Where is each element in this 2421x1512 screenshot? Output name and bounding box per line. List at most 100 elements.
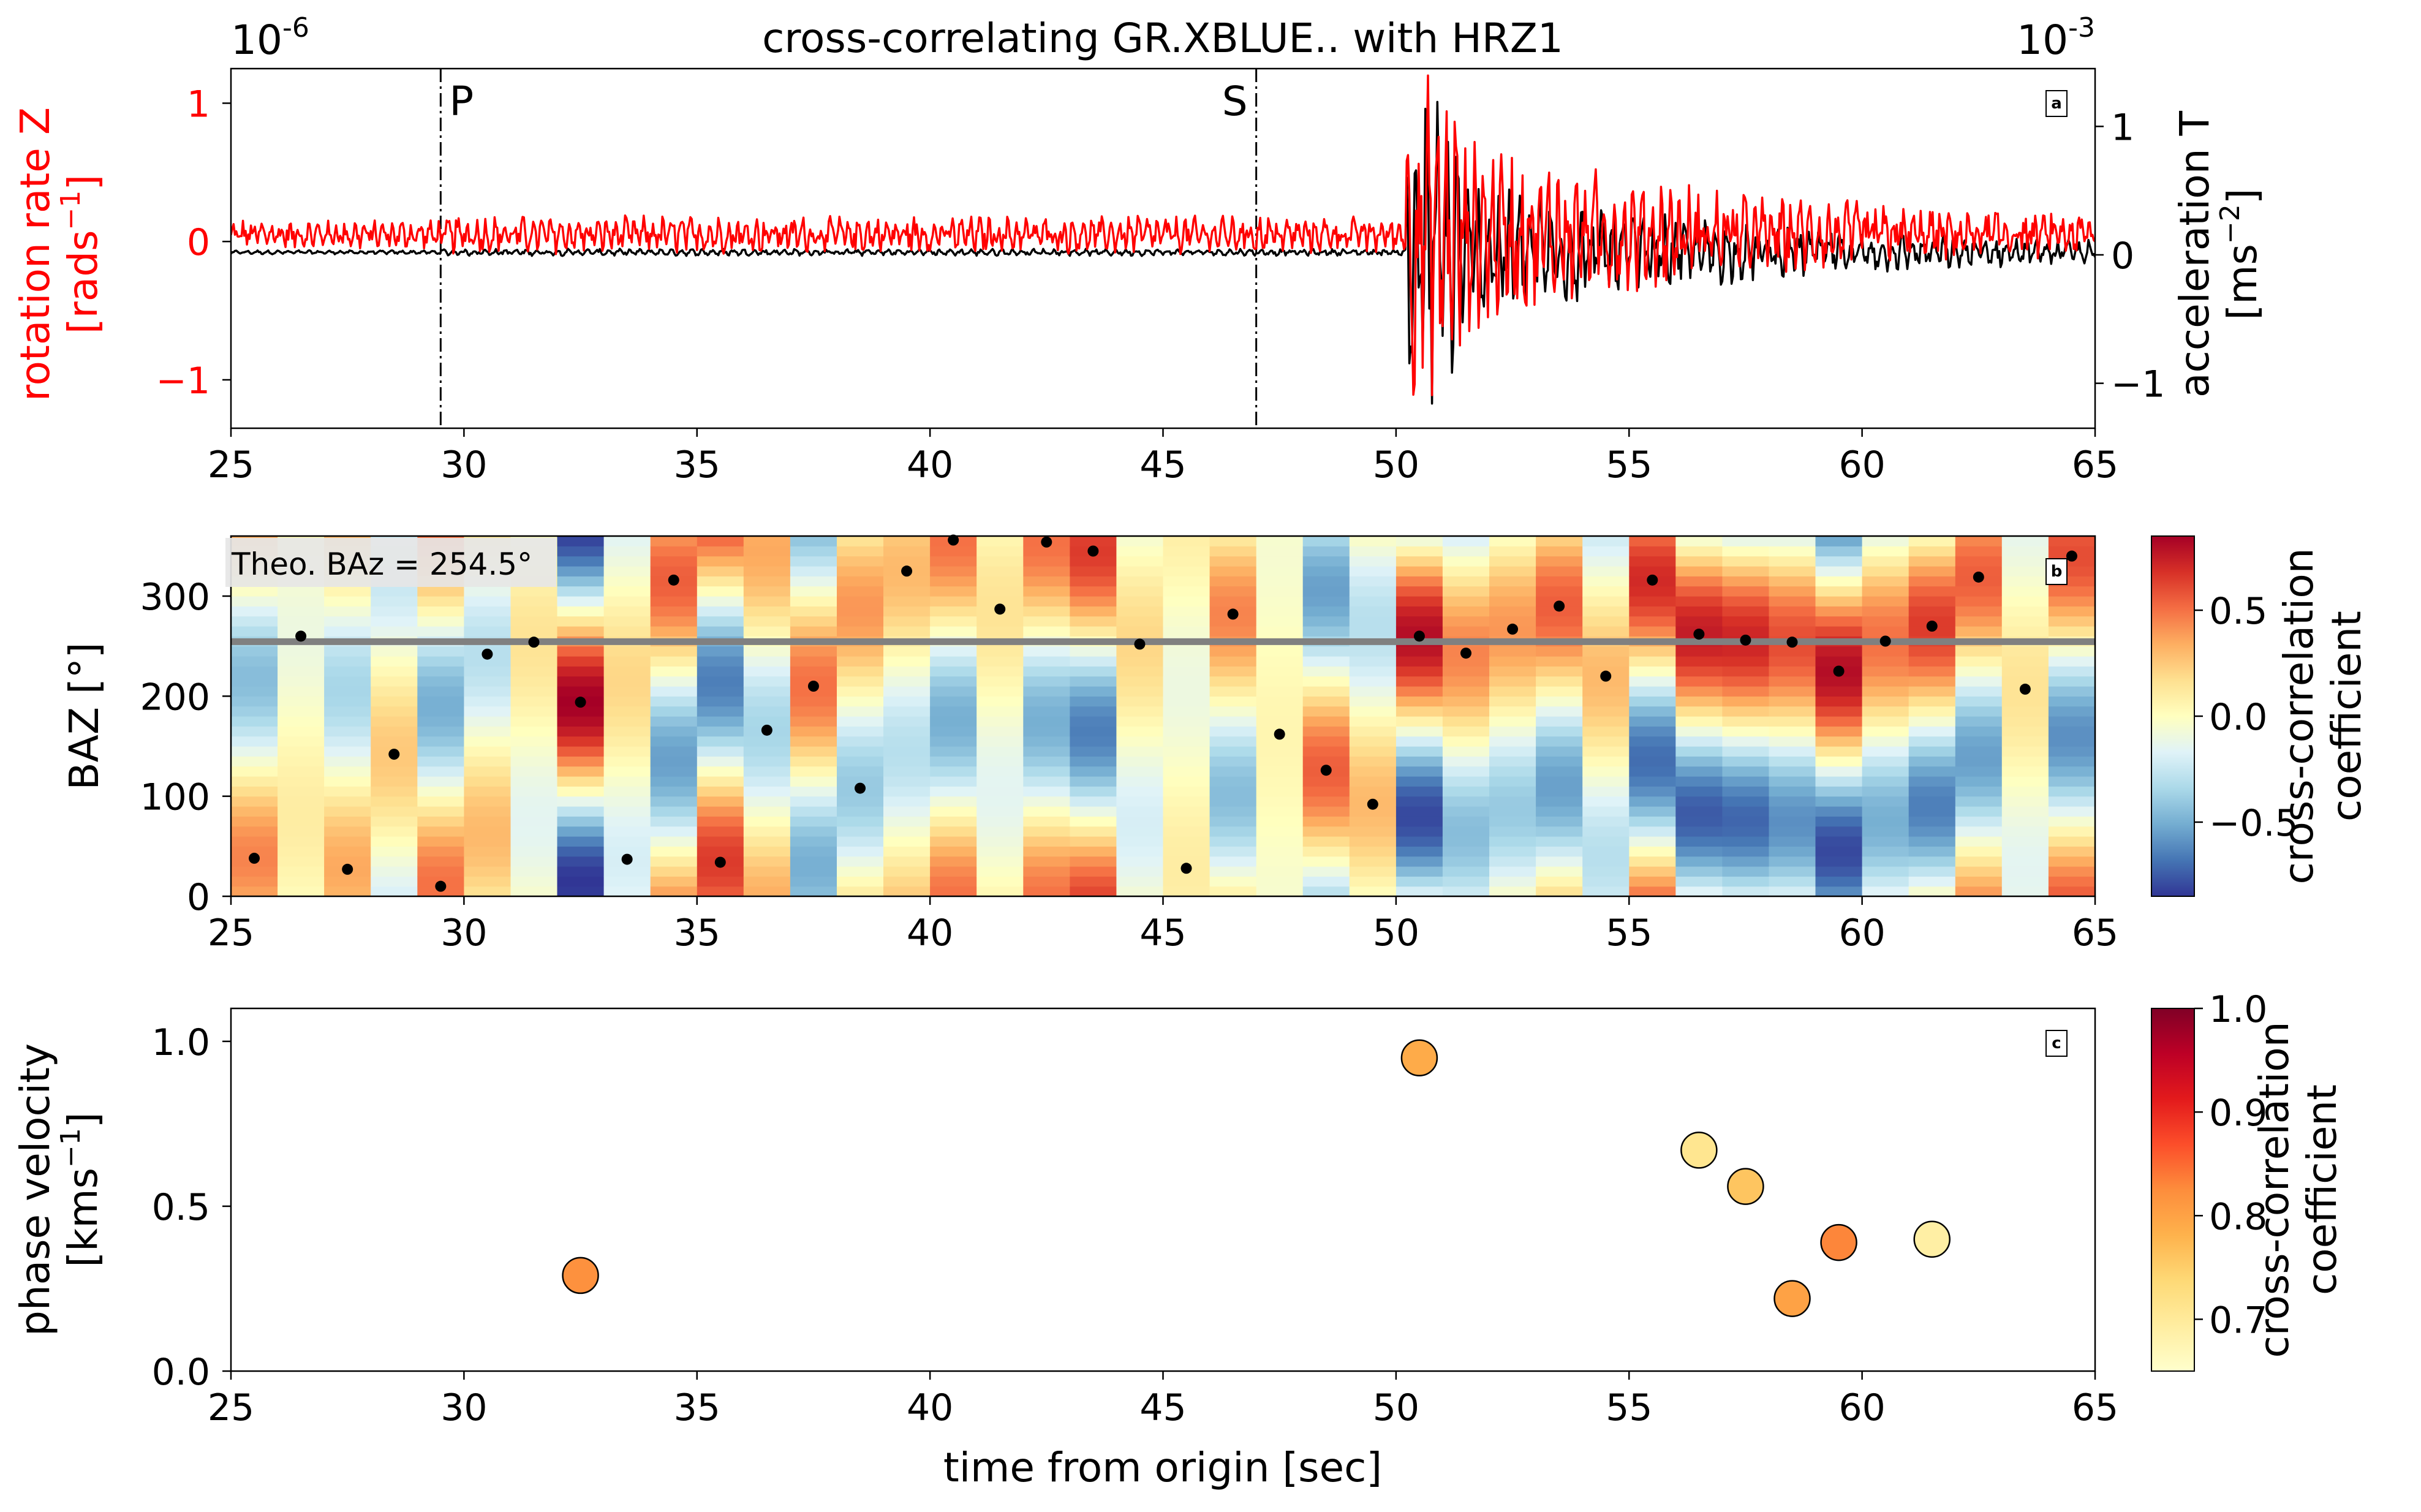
- heatmap-cell: [1256, 846, 1304, 857]
- colorbar-c-label-2: coefficient: [2298, 1084, 2346, 1295]
- heatmap-cell: [1862, 836, 1909, 847]
- heatmap-cell: [1349, 816, 1397, 827]
- max-baz-dot: [1926, 621, 1938, 632]
- heatmap-cell: [324, 786, 371, 797]
- heatmap-cell: [1675, 716, 1723, 727]
- heatmap-cell: [603, 686, 651, 697]
- heatmap-cell: [1396, 656, 1443, 667]
- heatmap-cell: [603, 596, 651, 607]
- heatmap-cell: [1349, 786, 1397, 797]
- heatmap-cell: [790, 566, 837, 576]
- heatmap-cell: [2048, 766, 2096, 777]
- heatmap-cell: [2001, 786, 2049, 797]
- heatmap-cell: [1070, 836, 1117, 847]
- heatmap-cell: [603, 786, 651, 797]
- heatmap-cell: [1815, 746, 1863, 757]
- max-baz-dot: [855, 782, 866, 794]
- heatmap-cell: [510, 706, 558, 717]
- heatmap-cell: [464, 866, 512, 877]
- heatmap-cell: [883, 556, 931, 567]
- heatmap-cell: [1163, 746, 1210, 757]
- max-baz-dot: [714, 856, 726, 868]
- heatmap-cell: [1209, 756, 1257, 767]
- heatmap-cell: [650, 786, 698, 797]
- max-baz-dot: [948, 534, 959, 546]
- heatmap-cell: [1769, 586, 1816, 597]
- heatmap-cell: [883, 596, 931, 607]
- heatmap-cell: [697, 536, 744, 546]
- heatmap-cell: [790, 656, 837, 667]
- heatmap-cell: [2001, 646, 2049, 657]
- colorbar-tick-label: −0.5: [2209, 802, 2298, 845]
- heatmap-cell: [1396, 586, 1443, 597]
- heatmap-cell: [837, 566, 884, 576]
- heatmap-cell: [278, 796, 325, 807]
- x-tick-label: 40: [907, 1386, 953, 1429]
- heatmap-cell: [1675, 776, 1723, 787]
- heatmap-cell: [464, 656, 512, 667]
- heatmap-cell: [1349, 686, 1397, 697]
- heatmap-cell: [930, 796, 977, 807]
- heatmap-cell: [1070, 756, 1117, 767]
- heatmap-cell: [231, 806, 278, 817]
- heatmap-cell: [1442, 536, 1490, 546]
- heatmap-cell: [1349, 756, 1397, 767]
- heatmap-cell: [1722, 756, 1770, 767]
- heatmap-cell: [2001, 576, 2049, 587]
- heatmap-cell: [2001, 816, 2049, 827]
- heatmap-cell: [510, 866, 558, 877]
- heatmap-cell: [1070, 706, 1117, 717]
- max-baz-dot: [994, 603, 1006, 615]
- heatmap-cell: [1862, 616, 1909, 627]
- heatmap-cell: [790, 666, 837, 677]
- heatmap-cell: [1489, 836, 1536, 847]
- heatmap-cell: [650, 796, 698, 807]
- heatmap-cell: [1070, 746, 1117, 757]
- heatmap-cell: [2001, 806, 2049, 817]
- heatmap-cell: [324, 836, 371, 847]
- heatmap-cell: [1536, 686, 1583, 697]
- heatmap-cell: [1489, 736, 1536, 747]
- heatmap-cell: [1815, 546, 1863, 557]
- heatmap-cell: [1163, 666, 1210, 677]
- phase-marker-label: S: [1222, 78, 1248, 125]
- heatmap-cell: [510, 816, 558, 827]
- heatmap-cell: [603, 646, 651, 657]
- heatmap-cell: [1209, 786, 1257, 797]
- heatmap-cell: [557, 646, 605, 657]
- heatmap-cell: [510, 856, 558, 867]
- x-tick-label: 65: [2072, 1386, 2118, 1429]
- heatmap-cell: [790, 586, 837, 597]
- heatmap-cell: [1256, 696, 1304, 707]
- heatmap-cell: [1442, 596, 1490, 607]
- heatmap-cell: [930, 766, 977, 777]
- heatmap-cell: [417, 606, 464, 617]
- heatmap-cell: [1722, 846, 1770, 857]
- heatmap-cell: [2048, 696, 2096, 707]
- heatmap-cell: [1815, 806, 1863, 817]
- heatmap-cell: [976, 746, 1024, 757]
- heatmap-cell: [557, 666, 605, 677]
- heatmap-cell: [231, 876, 278, 887]
- heatmap-cell: [278, 766, 325, 777]
- heatmap-cell: [1163, 616, 1210, 627]
- heatmap-cell: [1442, 816, 1490, 827]
- panel-a-left-axis-label: rotation rate Z: [12, 107, 59, 401]
- heatmap-cell: [1442, 836, 1490, 847]
- heatmap-cell: [650, 816, 698, 827]
- heatmap-cell: [557, 846, 605, 857]
- heatmap-cell: [2001, 546, 2049, 557]
- heatmap-cell: [976, 666, 1024, 677]
- heatmap-cell: [697, 786, 744, 797]
- heatmap-cell: [837, 696, 884, 707]
- heatmap-cell: [2001, 756, 2049, 767]
- heatmap-cell: [1209, 886, 1257, 897]
- heatmap-cell: [697, 626, 744, 637]
- heatmap-cell: [1769, 716, 1816, 727]
- heatmap-cell: [930, 706, 977, 717]
- heatmap-cell: [1442, 806, 1490, 817]
- x-tick-label: 40: [907, 444, 953, 486]
- heatmap-cell: [603, 546, 651, 557]
- heatmap-cell: [1442, 796, 1490, 807]
